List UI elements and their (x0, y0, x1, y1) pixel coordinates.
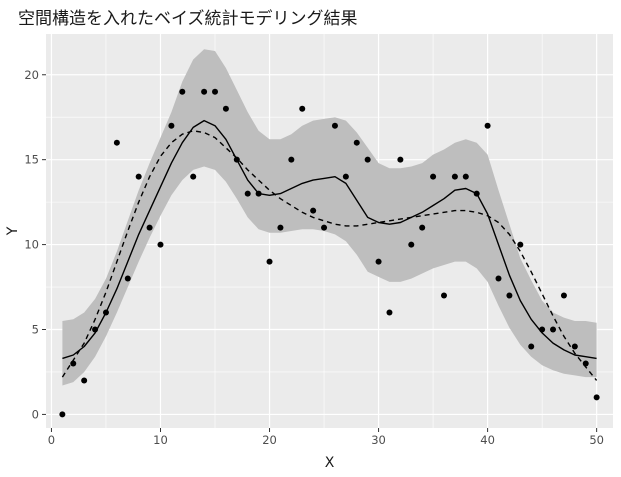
data-point (157, 241, 164, 248)
data-point (397, 156, 404, 163)
data-point (321, 224, 328, 231)
data-point (375, 258, 382, 265)
data-point (560, 292, 567, 299)
data-point (201, 88, 208, 95)
data-point (342, 173, 349, 180)
data-point (571, 343, 578, 350)
data-point (430, 173, 437, 180)
data-point (299, 105, 306, 112)
data-point (473, 190, 480, 197)
data-point (386, 309, 393, 316)
data-point (484, 122, 491, 129)
data-point (550, 326, 557, 333)
data-point (310, 207, 317, 214)
x-tick-label: 10 (153, 433, 168, 447)
data-point (506, 292, 513, 299)
data-point (462, 173, 469, 180)
data-point (255, 190, 262, 197)
data-point (364, 156, 371, 163)
x-tick-label: 40 (480, 433, 495, 447)
data-point (124, 275, 131, 282)
data-point (113, 139, 120, 146)
data-point (222, 105, 229, 112)
x-tick-label: 20 (262, 433, 277, 447)
data-point (517, 241, 524, 248)
x-tick-label: 0 (48, 433, 55, 447)
data-point (168, 122, 175, 129)
x-tick-label: 50 (589, 433, 604, 447)
data-point (331, 122, 338, 129)
data-point (233, 156, 240, 163)
y-tick-label: 15 (24, 153, 39, 167)
data-point (70, 360, 77, 367)
x-axis-title: X (325, 455, 335, 471)
data-point (59, 411, 66, 418)
data-point (440, 292, 447, 299)
chart-title: 空間構造を入れたベイズ統計モデリング結果 (18, 8, 358, 29)
y-axis-ticks: 0 5 10 15 20 (24, 68, 46, 421)
data-point (146, 224, 153, 231)
solid-line (62, 119, 597, 360)
x-tick-label: 30 (371, 433, 386, 447)
data-point (539, 326, 546, 333)
data-point (288, 156, 295, 163)
data-point (212, 88, 219, 95)
data-point (451, 173, 458, 180)
data-point (179, 88, 186, 95)
data-point (408, 241, 415, 248)
y-tick-label: 0 (32, 407, 39, 421)
y-tick-label: 10 (24, 238, 39, 252)
x-axis-ticks: 0 10 20 30 40 50 (48, 428, 604, 447)
data-points (59, 88, 600, 418)
data-point (419, 224, 426, 231)
data-point (353, 139, 360, 146)
data-point (266, 258, 273, 265)
data-point (244, 190, 251, 197)
credible-interval-ribbon (62, 49, 597, 386)
y-axis-title: Y (5, 226, 21, 236)
data-point (277, 224, 284, 231)
model-lines (61, 119, 598, 381)
y-tick-label: 20 (24, 68, 39, 82)
data-point (81, 377, 88, 384)
data-point (495, 275, 502, 282)
data-point (190, 173, 197, 180)
y-tick-label: 5 (32, 323, 39, 337)
data-point (102, 309, 109, 316)
data-point (593, 394, 600, 401)
data-point (582, 360, 589, 367)
data-point (528, 343, 535, 350)
dashed-line (61, 130, 598, 381)
data-point (92, 326, 99, 333)
data-point (135, 173, 142, 180)
